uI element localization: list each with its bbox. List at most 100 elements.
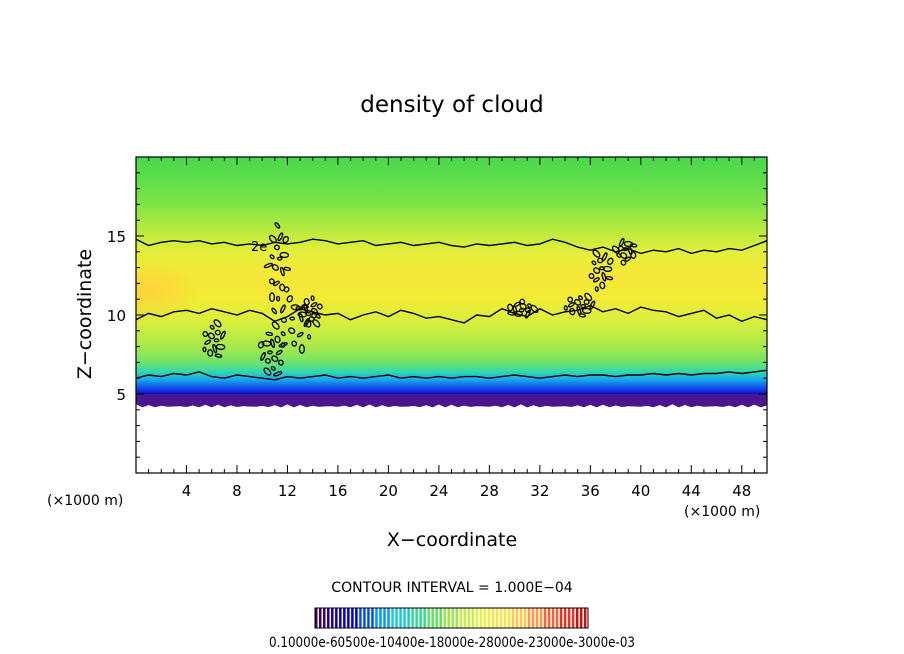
colorbar-frame <box>314 607 589 629</box>
cell-contour <box>214 329 221 336</box>
colorbar-swatch <box>375 608 378 628</box>
colorbar-swatch <box>547 608 551 628</box>
cell-contour <box>214 353 223 358</box>
cell-contour <box>589 300 596 310</box>
cell-contour <box>563 305 568 311</box>
cell-contour <box>215 343 226 350</box>
colorbar-swatch <box>403 608 406 628</box>
cell-contour <box>286 295 294 303</box>
cell-contour <box>261 340 272 347</box>
colorbar-swatch <box>435 608 438 628</box>
cell-contour <box>310 307 318 315</box>
colorbar-swatch <box>395 608 398 628</box>
colorbar-swatch <box>331 608 334 628</box>
cell-contour <box>280 331 286 337</box>
colorbar-swatch <box>455 608 458 628</box>
colorbar-swatch <box>387 608 390 628</box>
cell-contour <box>620 252 628 259</box>
colorbar-swatch <box>495 608 499 628</box>
colorbar-swatch <box>399 608 402 628</box>
x-tick-label: 28 <box>480 482 499 500</box>
cell-contour <box>268 234 277 244</box>
cell-contour <box>519 298 526 305</box>
cell-contour <box>581 307 592 314</box>
colorbar-swatch <box>471 608 475 628</box>
x-tick-label: 32 <box>530 482 549 500</box>
x-tick-label: 20 <box>379 482 398 500</box>
cell-contour <box>588 272 595 280</box>
cell-contour <box>267 350 273 355</box>
colorbar-swatch <box>423 608 426 628</box>
cell-contour <box>276 295 281 302</box>
cell-contour <box>283 266 292 272</box>
cell-contour <box>574 298 582 306</box>
x-tick-label: 44 <box>682 482 701 500</box>
colorbar-swatch <box>563 608 567 628</box>
cell-contour <box>283 286 290 293</box>
cell-contour <box>291 340 298 347</box>
y-tick-label: 10 <box>107 307 126 325</box>
colorbar-swatch <box>483 608 487 628</box>
cell-contour <box>601 252 608 262</box>
colorbar-swatch <box>323 608 326 628</box>
density-field <box>136 157 767 404</box>
colorbar-swatch <box>459 608 463 628</box>
cell-contour <box>569 307 576 316</box>
cell-contour <box>204 339 212 345</box>
colorbar-swatch <box>479 608 483 628</box>
cell-contour <box>296 331 304 338</box>
colorbar-swatch <box>531 608 535 628</box>
cell-contour <box>307 333 312 340</box>
cell-contour <box>202 346 207 353</box>
cell-contour <box>276 256 283 261</box>
x-axis-label: X−coordinate <box>387 529 517 551</box>
cell-contour <box>592 277 600 283</box>
cell-contour <box>268 292 276 303</box>
cell-contour <box>264 358 271 364</box>
colorbar-swatch <box>467 608 471 628</box>
cell-contour <box>305 320 312 328</box>
colorbar-swatch <box>579 608 583 628</box>
cell-contour <box>524 309 531 319</box>
colorbar-swatch <box>415 608 418 628</box>
cell-contour <box>268 278 275 285</box>
x-tick-label: 36 <box>581 482 600 500</box>
cell-contour <box>591 260 597 266</box>
x-tick-labels: 4 8 12 16 20 24 28 32 36 40 44 48 <box>182 482 752 500</box>
cell-contour <box>220 330 226 340</box>
colorbar-swatch <box>447 608 450 628</box>
cell-contour <box>630 251 637 259</box>
cell-contour <box>289 316 296 321</box>
colorbar-swatch <box>343 608 346 628</box>
cell-contour <box>567 302 575 308</box>
contour-lines <box>136 238 767 381</box>
cell-contour <box>310 301 318 308</box>
colorbar-swatch <box>475 608 479 628</box>
cell-contour <box>295 306 304 311</box>
colorbar-swatch <box>335 608 338 628</box>
cell-contour <box>507 303 514 312</box>
cell-contour <box>605 275 614 281</box>
cell-contour <box>602 265 613 272</box>
cell-contour <box>584 292 593 302</box>
cell-contour <box>271 321 280 330</box>
cell-contour <box>580 304 586 309</box>
colorbar-labels: 0.10000e-60500e-10400e-18000e-28000e-230… <box>269 635 635 651</box>
colorbar-swatch <box>519 608 523 628</box>
colorbar-swatch <box>567 608 571 628</box>
colorbar-swatch <box>515 608 519 628</box>
cell-contour <box>594 286 599 292</box>
colorbar-swatch <box>443 608 446 628</box>
cloud-base-band <box>136 394 767 408</box>
cell-contour <box>618 237 625 247</box>
colorbar-swatch <box>535 608 539 628</box>
colorbar-swatch <box>527 608 531 628</box>
cell-contour <box>298 344 305 354</box>
chart-title: density of cloud <box>360 92 543 118</box>
cell-contour <box>592 249 601 258</box>
cell-contour <box>271 355 279 363</box>
colorbar-swatch <box>511 608 515 628</box>
colorbar-swatch <box>319 608 322 628</box>
convective-cells <box>202 222 638 377</box>
colorbar-swatch <box>507 608 511 628</box>
